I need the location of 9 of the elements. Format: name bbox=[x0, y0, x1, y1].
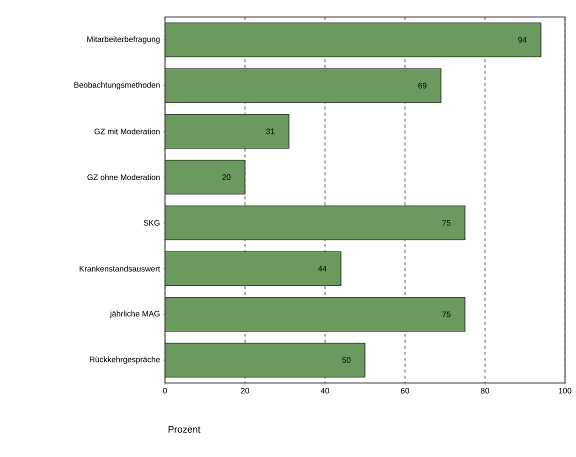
bar bbox=[165, 160, 246, 194]
bar bbox=[165, 68, 442, 103]
bar bbox=[165, 22, 542, 58]
bar bbox=[165, 114, 290, 149]
x-axis-title: Prozent bbox=[168, 426, 200, 433]
bar bbox=[165, 297, 466, 332]
bar bbox=[165, 206, 466, 240]
bar bbox=[165, 251, 342, 286]
bar bbox=[165, 342, 366, 378]
